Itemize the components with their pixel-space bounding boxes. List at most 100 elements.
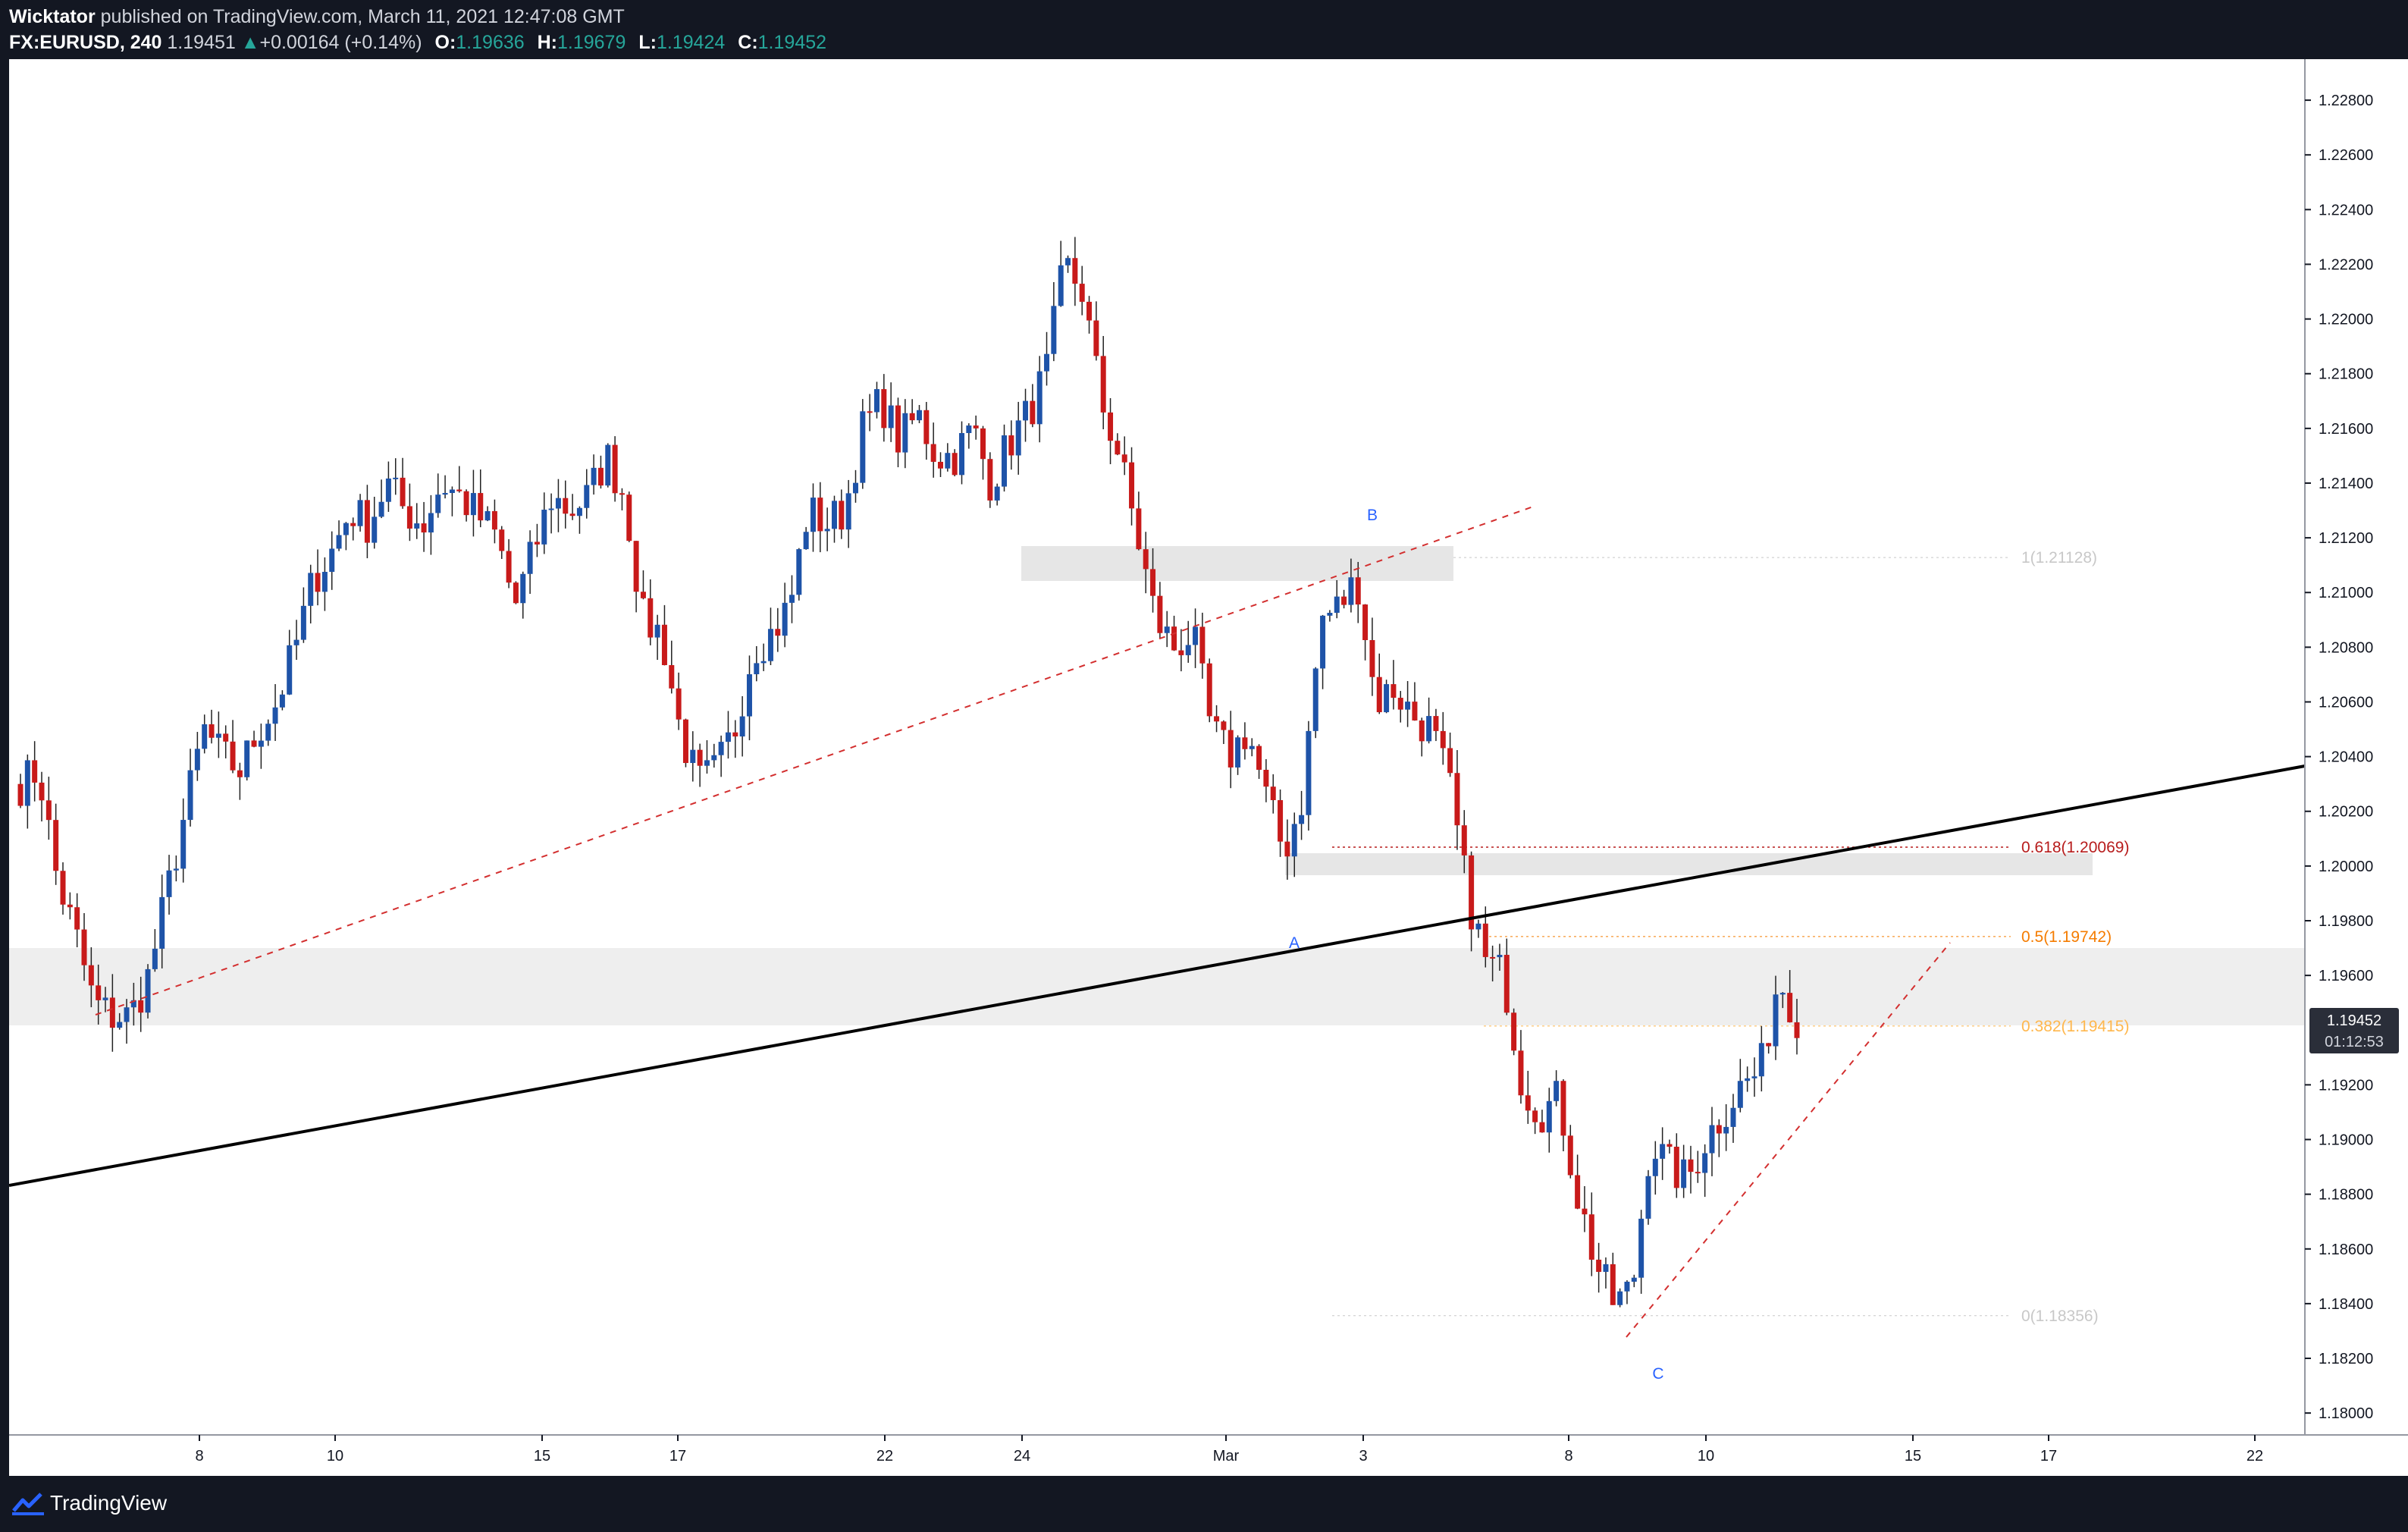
candle-body (1610, 1264, 1616, 1305)
candle-body (74, 907, 80, 930)
chart-canvas[interactable]: 1(1.21128) 0.618(1.20069) 0.5(1.19742) 0.38… (8, 59, 2408, 1476)
fib-level-label: 1(1.21128) (2021, 549, 2097, 567)
candle-body (1306, 730, 1312, 815)
price-axis[interactable]: 1.22800 1.22600 1.22400 1.22200 1.22000 1.218… (2304, 59, 2408, 1435)
candle-body (619, 493, 625, 495)
chart-pane[interactable]: 1(1.21128) 0.618(1.20069) 0.5(1.19742) 0.38… (8, 59, 2408, 1476)
time-label: 10 (327, 1448, 343, 1465)
fib-level-label: 0.5(1.19742) (2021, 928, 2112, 946)
time-label: 17 (669, 1448, 686, 1465)
candle-body (576, 507, 582, 516)
candle-body (775, 629, 781, 636)
candle-body (704, 760, 710, 766)
candle-body (591, 467, 597, 485)
candle-body (1369, 639, 1375, 677)
candle-body (1044, 353, 1050, 372)
candle-body (1320, 615, 1326, 669)
supply-zone[interactable] (1021, 546, 1453, 581)
symbol-info: FX:EURUSD, 240 1.19451 ▲+0.00164 (+0.14%… (9, 32, 826, 54)
candle-body (541, 510, 547, 545)
candle-body (966, 425, 972, 434)
candle-body (406, 506, 412, 529)
price-label: 1.18600 (2319, 1242, 2373, 1258)
fib-level-label: 0(1.18356) (2021, 1308, 2099, 1325)
candle-body (138, 1000, 144, 1013)
candle-body (732, 732, 738, 737)
candle-body (1376, 677, 1382, 713)
candle-body (1242, 737, 1248, 749)
candle-body (1065, 258, 1071, 265)
candle-body (909, 413, 915, 421)
candle-body (754, 663, 760, 675)
channel-trendline-dashed[interactable] (1626, 942, 1951, 1338)
close-label: C: (738, 32, 758, 53)
candle-body (1539, 1122, 1545, 1133)
fib-level-label: 0.618(1.20069) (2021, 839, 2129, 856)
tradingview-logo-icon[interactable] (11, 1488, 45, 1518)
candle-body (1482, 923, 1488, 957)
wave-b-label[interactable]: B (1367, 507, 1378, 524)
candle-body (1554, 1081, 1560, 1101)
candle-body (597, 467, 604, 486)
candle-body (1412, 702, 1418, 720)
candle-body (293, 639, 299, 645)
wave-a-label[interactable]: A (1289, 934, 1300, 952)
price-change: +0.00164 (+0.14%) (259, 32, 422, 53)
candle-body (682, 719, 688, 764)
symbol-label[interactable]: FX:EURUSD, 240 (9, 32, 162, 53)
candle-body (1206, 663, 1212, 717)
candle-body (237, 770, 243, 777)
candle-body (952, 453, 958, 476)
demand-zone[interactable] (9, 948, 2305, 1025)
price-label: 1.19000 (2319, 1132, 2373, 1149)
major-trendline[interactable] (8, 764, 2306, 1187)
price-label: 1.22600 (2319, 147, 2373, 164)
candle-body (343, 523, 349, 535)
candle-body (945, 453, 951, 469)
candle-body (130, 1000, 136, 1008)
price-label: 1.21600 (2319, 421, 2373, 438)
candle-body (300, 605, 306, 640)
price-label: 1.18400 (2319, 1296, 2373, 1313)
fibonacci-retracement[interactable]: 1(1.21128) 0.618(1.20069) 0.5(1.19742) 0.38… (1332, 549, 2129, 1325)
candle-body (102, 997, 108, 1000)
candle-body (152, 948, 158, 969)
current-price-tag[interactable]: 1.19452 01:12:53 (2309, 1008, 2399, 1053)
candle-body (845, 493, 851, 530)
candle-body (1312, 668, 1318, 731)
candle-body (223, 733, 229, 742)
candle-body (1751, 1076, 1757, 1078)
candle-body (1454, 773, 1460, 826)
candle-body (917, 410, 923, 421)
candle-body (1497, 954, 1503, 958)
author-name[interactable]: Wicktator (9, 6, 96, 27)
candle-body (1391, 684, 1397, 699)
price-label: 1.22800 (2319, 93, 2373, 109)
candle-body (414, 523, 420, 529)
brand-name[interactable]: TradingView (50, 1491, 168, 1515)
time-label: 15 (1905, 1448, 1921, 1465)
candle-body (1603, 1264, 1609, 1273)
candle-body (760, 661, 767, 664)
candle-body (563, 498, 569, 514)
candle-body (1766, 1043, 1772, 1047)
candle-body (1419, 720, 1425, 742)
candle-body (711, 755, 717, 761)
candle-body (1582, 1208, 1588, 1215)
candle-body (1362, 604, 1369, 640)
price-label: 1.18200 (2319, 1351, 2373, 1367)
wave-c-label[interactable]: C (1652, 1365, 1663, 1383)
candle-body (251, 740, 257, 747)
candle-body (1652, 1158, 1658, 1176)
candle-body (470, 493, 476, 516)
candle-body (1567, 1135, 1573, 1176)
low-value: 1.19424 (656, 32, 726, 53)
candle-body (810, 498, 816, 532)
candle-body (1100, 356, 1106, 413)
flip-zone[interactable] (1285, 853, 2093, 875)
candle-body (852, 482, 858, 494)
candle-body (1695, 1172, 1701, 1174)
candle-body (442, 493, 448, 495)
time-axis[interactable]: 8 10 15 17 22 24 Mar 3 8 10 15 17 22 (9, 1434, 2408, 1476)
change-arrow-icon: ▲ (240, 32, 260, 53)
